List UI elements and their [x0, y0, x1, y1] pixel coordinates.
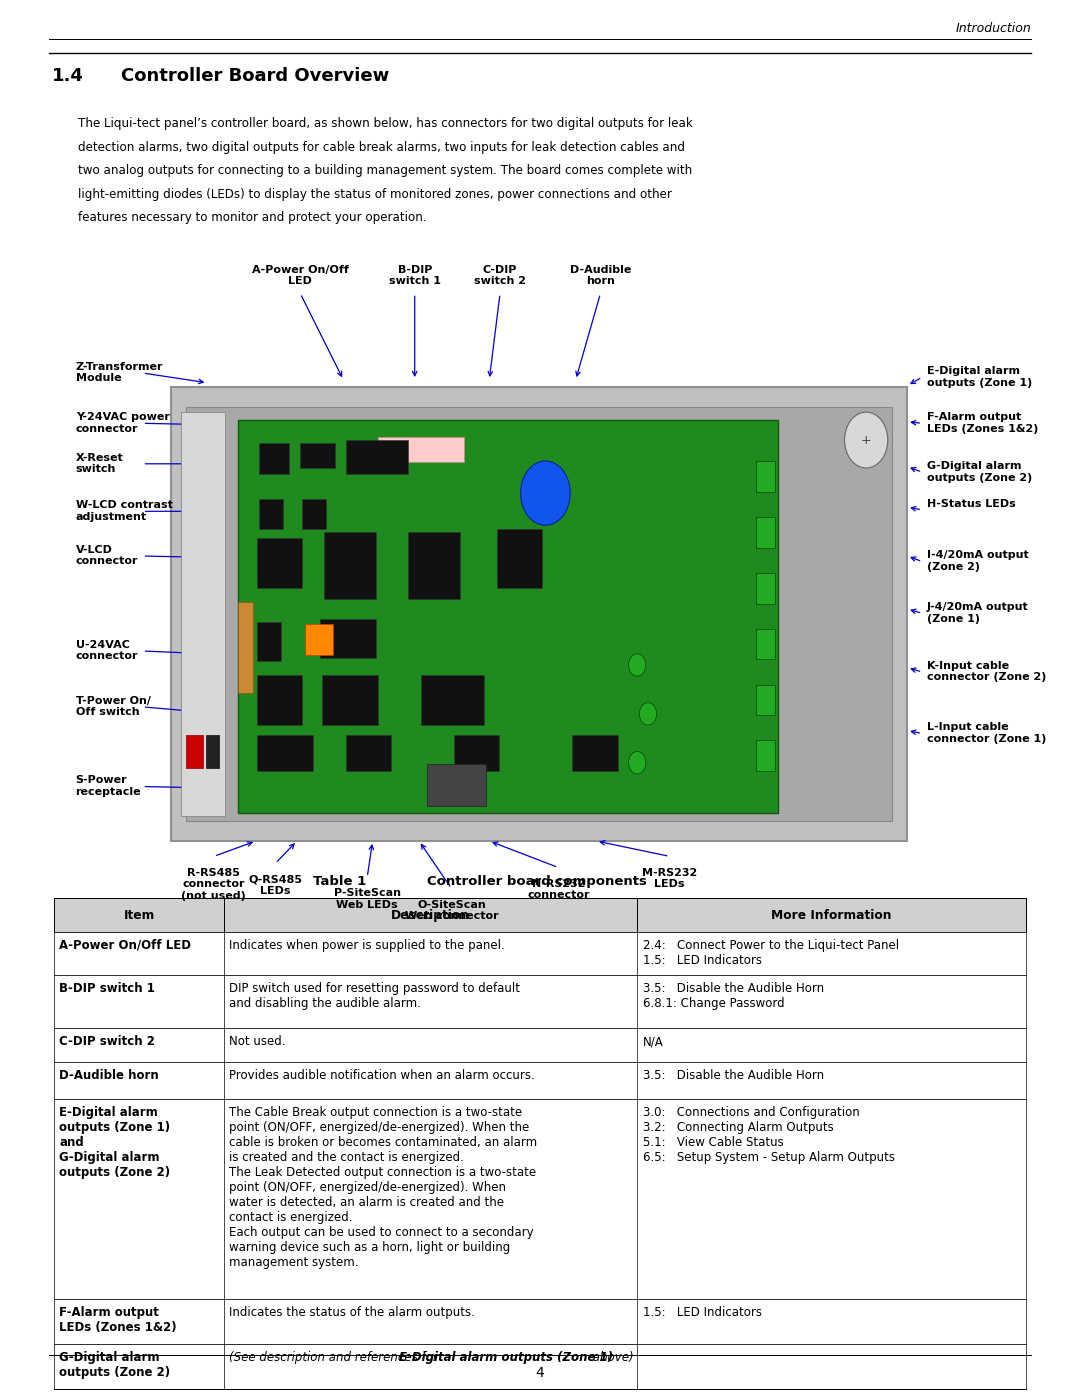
Bar [54, 975, 1026, 1028]
Bar [300, 443, 335, 468]
Text: Table 1: Table 1 [313, 875, 366, 887]
Text: The Cable Break output connection is a two-state
point (ON/OFF, energized/de-ene: The Cable Break output connection is a t… [229, 1106, 538, 1270]
Text: F-Alarm output
LEDs (Zones 1&2): F-Alarm output LEDs (Zones 1&2) [59, 1306, 177, 1334]
Text: Z-Transformer
Module: Z-Transformer Module [76, 362, 163, 383]
Bar [346, 735, 391, 771]
Bar [186, 407, 892, 821]
Text: C-DIP switch 2: C-DIP switch 2 [59, 1035, 156, 1048]
Text: G-Digital alarm
outputs (Zone 2): G-Digital alarm outputs (Zone 2) [59, 1351, 171, 1379]
Text: F-Alarm output
LEDs (Zones 1&2): F-Alarm output LEDs (Zones 1&2) [927, 412, 1038, 433]
Bar [54, 932, 1026, 975]
Text: T-Power On/
Off switch: T-Power On/ Off switch [76, 696, 150, 717]
Text: Controller Board Overview: Controller Board Overview [121, 67, 389, 85]
Text: features necessary to monitor and protect your operation.: features necessary to monitor and protec… [78, 211, 427, 225]
Bar [756, 573, 775, 604]
Circle shape [639, 703, 657, 725]
Text: K-Input cable
connector (Zone 2): K-Input cable connector (Zone 2) [927, 661, 1047, 682]
Text: B-DIP switch 1: B-DIP switch 1 [59, 982, 156, 995]
Text: U-24VAC
connector: U-24VAC connector [76, 640, 138, 661]
Bar [322, 675, 378, 725]
Bar [238, 420, 778, 813]
Text: More Information: More Information [771, 908, 892, 922]
Text: M-RS232
LEDs: M-RS232 LEDs [642, 868, 698, 888]
Text: N-RS232
connector: N-RS232 connector [527, 879, 590, 900]
Text: N/A: N/A [643, 1035, 663, 1048]
Bar [181, 412, 225, 816]
Text: R-RS485
connector
(not used): R-RS485 connector (not used) [181, 868, 246, 901]
Text: G-Digital alarm
outputs (Zone 2): G-Digital alarm outputs (Zone 2) [927, 461, 1031, 482]
Text: S-Power
receptacle: S-Power receptacle [76, 775, 141, 796]
Text: 3.5:   Disable the Audible Horn
6.8.1: Change Password: 3.5: Disable the Audible Horn 6.8.1: Cha… [643, 982, 824, 1010]
Bar [378, 437, 464, 462]
Text: Item: Item [123, 908, 154, 922]
Bar [324, 532, 376, 599]
Bar [497, 529, 542, 588]
Bar [572, 735, 618, 771]
Text: W-LCD contrast
adjustment: W-LCD contrast adjustment [76, 500, 173, 521]
Text: I-4/20mA output
(Zone 2): I-4/20mA output (Zone 2) [927, 550, 1028, 571]
Text: P-SiteScan
Web LEDs: P-SiteScan Web LEDs [334, 888, 401, 909]
Bar [238, 602, 253, 693]
Text: 4: 4 [536, 1366, 544, 1380]
Bar [302, 499, 326, 529]
Text: Not used.: Not used. [229, 1035, 286, 1048]
Text: E-Digital alarm
outputs (Zone 1): E-Digital alarm outputs (Zone 1) [927, 366, 1031, 387]
Text: 1.5:   LED Indicators: 1.5: LED Indicators [643, 1306, 761, 1319]
Bar [756, 517, 775, 548]
Bar [54, 1099, 1026, 1299]
Bar [171, 387, 907, 841]
Bar [320, 619, 376, 658]
Text: above): above) [589, 1351, 633, 1363]
Text: 2.4:   Connect Power to the Liqui-tect Panel
1.5:   LED Indicators: 2.4: Connect Power to the Liqui-tect Pan… [643, 939, 899, 967]
Text: A-Power On/Off
LED: A-Power On/Off LED [252, 265, 349, 286]
Text: Description: Description [391, 908, 470, 922]
Bar [257, 675, 302, 725]
Bar [186, 735, 203, 768]
Text: DIP switch used for resetting password to default
and disabling the audible alar: DIP switch used for resetting password t… [229, 982, 521, 1010]
Bar [259, 499, 283, 529]
Text: E-Digital alarm outputs (Zone 1): E-Digital alarm outputs (Zone 1) [399, 1351, 612, 1363]
Text: detection alarms, two digital outputs for cable break alarms, two inputs for lea: detection alarms, two digital outputs fo… [78, 141, 685, 154]
Text: X-Reset
switch: X-Reset switch [76, 453, 123, 474]
Text: two analog outputs for connecting to a building management system. The board com: two analog outputs for connecting to a b… [78, 165, 692, 177]
Text: Q-RS485
LEDs: Q-RS485 LEDs [248, 875, 302, 895]
Bar [257, 538, 302, 588]
Circle shape [629, 752, 646, 774]
Text: A-Power On/Off LED: A-Power On/Off LED [59, 939, 191, 951]
Bar [756, 740, 775, 771]
Bar [54, 1299, 1026, 1344]
Text: +: + [861, 433, 872, 447]
Bar [421, 675, 484, 725]
Text: H-Status LEDs: H-Status LEDs [927, 499, 1015, 509]
Circle shape [845, 412, 888, 468]
Text: The Liqui-tect panel’s controller board, as shown below, has connectors for two : The Liqui-tect panel’s controller board,… [78, 117, 692, 130]
Text: V-LCD
connector: V-LCD connector [76, 545, 138, 566]
Bar [427, 764, 486, 806]
Text: D-Audible
horn: D-Audible horn [570, 265, 631, 286]
Text: D-Audible horn: D-Audible horn [59, 1069, 159, 1081]
Bar [257, 735, 313, 771]
Text: (See description and references for: (See description and references for [229, 1351, 442, 1363]
Bar [54, 1344, 1026, 1389]
Text: B-DIP
switch 1: B-DIP switch 1 [389, 265, 441, 286]
Text: 3.5:   Disable the Audible Horn: 3.5: Disable the Audible Horn [643, 1069, 824, 1081]
Text: E-Digital alarm
outputs (Zone 1)
and
G-Digital alarm
outputs (Zone 2): E-Digital alarm outputs (Zone 1) and G-D… [59, 1106, 171, 1179]
Text: L-Input cable
connector (Zone 1): L-Input cable connector (Zone 1) [927, 722, 1047, 743]
Text: J-4/20mA output
(Zone 1): J-4/20mA output (Zone 1) [927, 602, 1028, 623]
Bar [259, 443, 289, 474]
Bar [756, 685, 775, 715]
Text: 1.4: 1.4 [52, 67, 84, 85]
Text: 3.0:   Connections and Configuration
3.2:   Connecting Alarm Outputs
5.1:   View: 3.0: Connections and Configuration 3.2: … [643, 1106, 894, 1165]
Bar [346, 440, 408, 474]
Bar [206, 735, 219, 768]
Bar [305, 624, 333, 655]
Bar [54, 1028, 1026, 1062]
Bar [54, 1062, 1026, 1099]
Text: Indicates when power is supplied to the panel.: Indicates when power is supplied to the … [229, 939, 505, 951]
Text: Controller board components: Controller board components [427, 875, 647, 887]
Text: light-emitting diodes (LEDs) to display the status of monitored zones, power con: light-emitting diodes (LEDs) to display … [78, 187, 672, 201]
Text: Provides audible notification when an alarm occurs.: Provides audible notification when an al… [229, 1069, 536, 1081]
Circle shape [521, 461, 570, 525]
Text: Introduction: Introduction [956, 22, 1031, 35]
Bar [54, 898, 1026, 932]
